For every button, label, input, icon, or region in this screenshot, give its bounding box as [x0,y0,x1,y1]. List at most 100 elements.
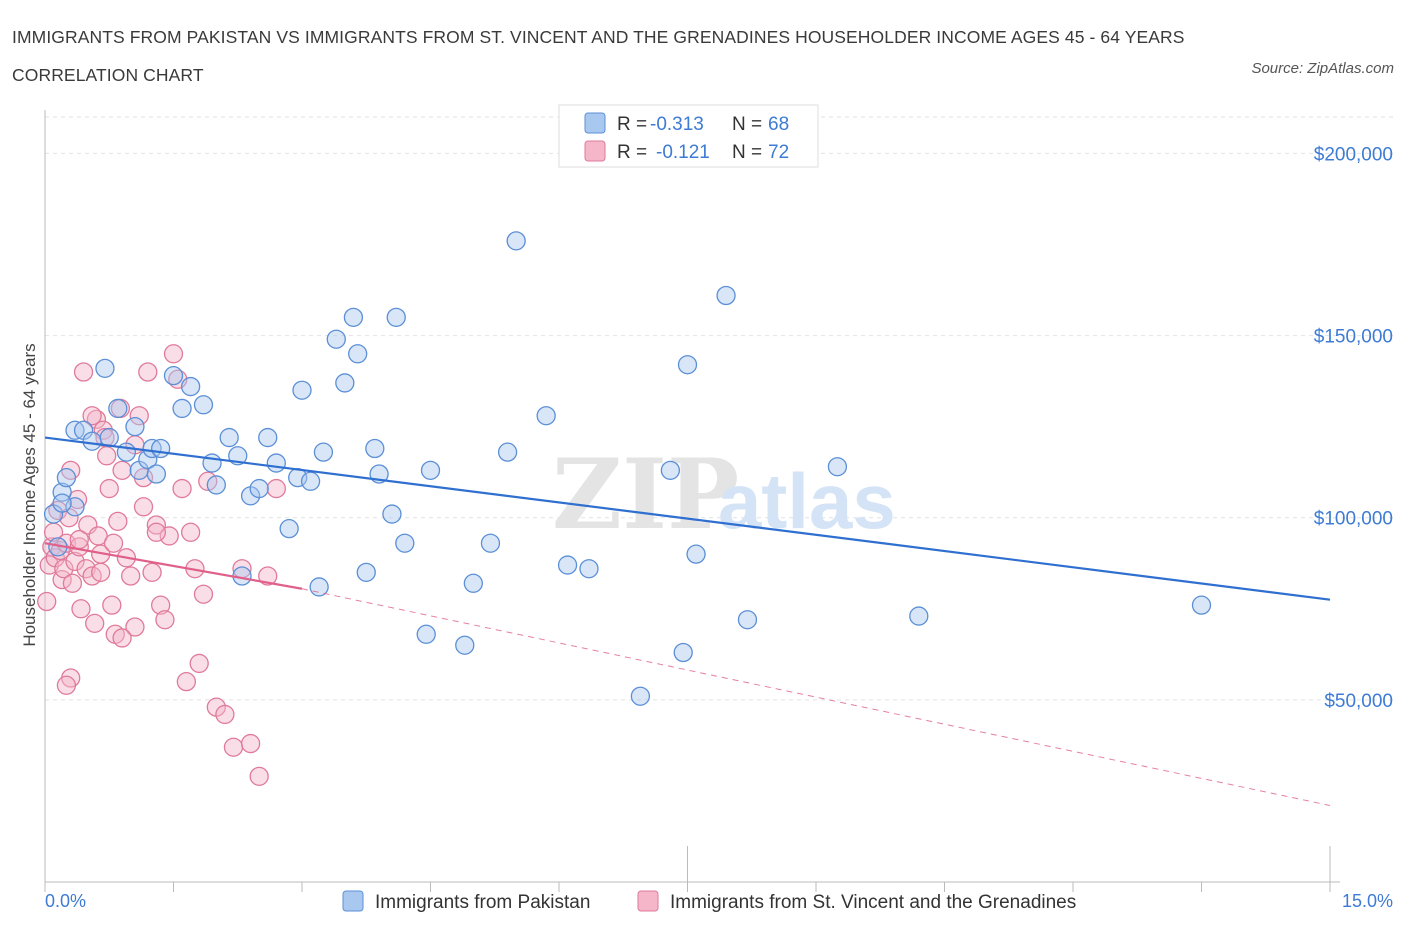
pink-point [189,653,209,674]
legend-swatch-pink [584,140,606,162]
pink-point [99,478,119,499]
bottom-legend-swatch-pink [637,890,659,912]
blue-point [686,544,706,564]
series-legend: Immigrants from Pakistan Immigrants from… [342,890,1076,913]
blue-point [716,285,736,306]
legend-swatch-blue [584,112,606,134]
pink-point [71,599,91,619]
legend-n-value-blue: 68 [768,114,789,135]
bottom-legend-label-pink: Immigrants from St. Vincent and the Gren… [670,892,1076,913]
pink-point [121,566,141,586]
pink-point [62,573,83,593]
legend-r-value-pink: -0.121 [656,142,710,163]
pink-point [37,591,57,612]
stats-legend: R = -0.313 N = 68 R = -0.121 N = 72 [558,104,819,168]
blue-series [43,231,1212,706]
blue-point [279,518,299,539]
blue-point [193,395,214,415]
pink-point [240,733,261,754]
blue-point [480,533,501,553]
pink-point [103,533,124,553]
blue-point [356,562,376,583]
legend-n-label-pink: N = [732,142,762,163]
legend-n-value-pink: 72 [768,142,789,163]
pink-point [69,529,89,550]
y-tick-label: $200,000 [1314,144,1393,165]
blue-point [660,460,681,481]
x-tick-label-min: 0.0% [45,891,86,911]
blue-point [313,442,334,462]
blue-point [557,555,578,575]
blue-point [146,464,167,484]
blue-point [536,406,556,426]
pink-point [91,562,111,583]
blue-point [206,475,226,495]
pink-point [67,489,88,510]
blue-point [1191,595,1212,615]
blue-point [125,416,145,437]
source-label: Source: ZipAtlas.com [1251,60,1394,77]
watermark-atlas: atlas [718,457,896,545]
pink-trend-extension [301,588,1331,806]
pink-point [142,562,162,583]
blue-point [258,427,278,448]
blue-point [108,398,128,419]
pink-point [108,511,128,532]
blue-point [497,442,518,462]
blue-point [455,635,475,655]
pink-point [138,362,158,382]
grid [45,116,1395,701]
y-tick-label: $100,000 [1314,509,1393,530]
blue-point [395,533,415,553]
pink-point [150,595,171,615]
pink-point [129,406,149,426]
y-tick-label: $150,000 [1314,327,1393,348]
blue-point [463,573,483,593]
pink-point [155,610,175,630]
blue-point [163,365,184,386]
blue-point [219,427,239,448]
legend-n-label-blue: N = [732,114,762,135]
pink-point [125,617,145,637]
blue-point [365,438,385,459]
blue-point [300,471,321,491]
blue-point [677,355,698,375]
pink-point [102,595,122,615]
pink-point [249,766,269,787]
bottom-legend-label-blue: Immigrants from Pakistan [375,892,590,913]
pink-point [223,737,244,757]
pink-point [65,551,85,572]
blue-point [52,482,72,502]
blue-point [386,307,406,328]
blue-point [630,686,651,706]
pink-point [163,344,184,364]
blue-trend-line [44,436,1331,601]
pink-point [73,362,94,382]
blue-point [335,373,355,393]
legend-r-label-pink: R = [617,142,647,163]
pink-point [112,460,132,481]
legend-r-label-blue: R = [617,114,647,135]
bottom-legend-swatch-blue [342,890,364,912]
blue-point [506,231,526,251]
blue-point [266,453,286,473]
blue-point [180,376,201,397]
legend-r-value-blue: -0.313 [650,114,704,135]
pink-point [266,478,286,499]
x-tick-label-max: 15.0% [1342,891,1393,911]
blue-point [82,431,102,451]
pink-point [97,446,117,466]
blue-point [673,642,693,663]
blue-point [343,307,364,328]
blue-point [56,467,77,488]
pink-point [146,522,167,542]
pink-point [215,704,235,725]
blue-point [172,398,192,419]
trend-lines [44,436,1331,806]
blue-point [95,358,115,379]
pink-point [112,628,132,648]
pink-point [258,566,278,586]
y-axis-label: Householder Income Ages 45 - 64 years [20,343,39,646]
pink-point [176,671,197,692]
